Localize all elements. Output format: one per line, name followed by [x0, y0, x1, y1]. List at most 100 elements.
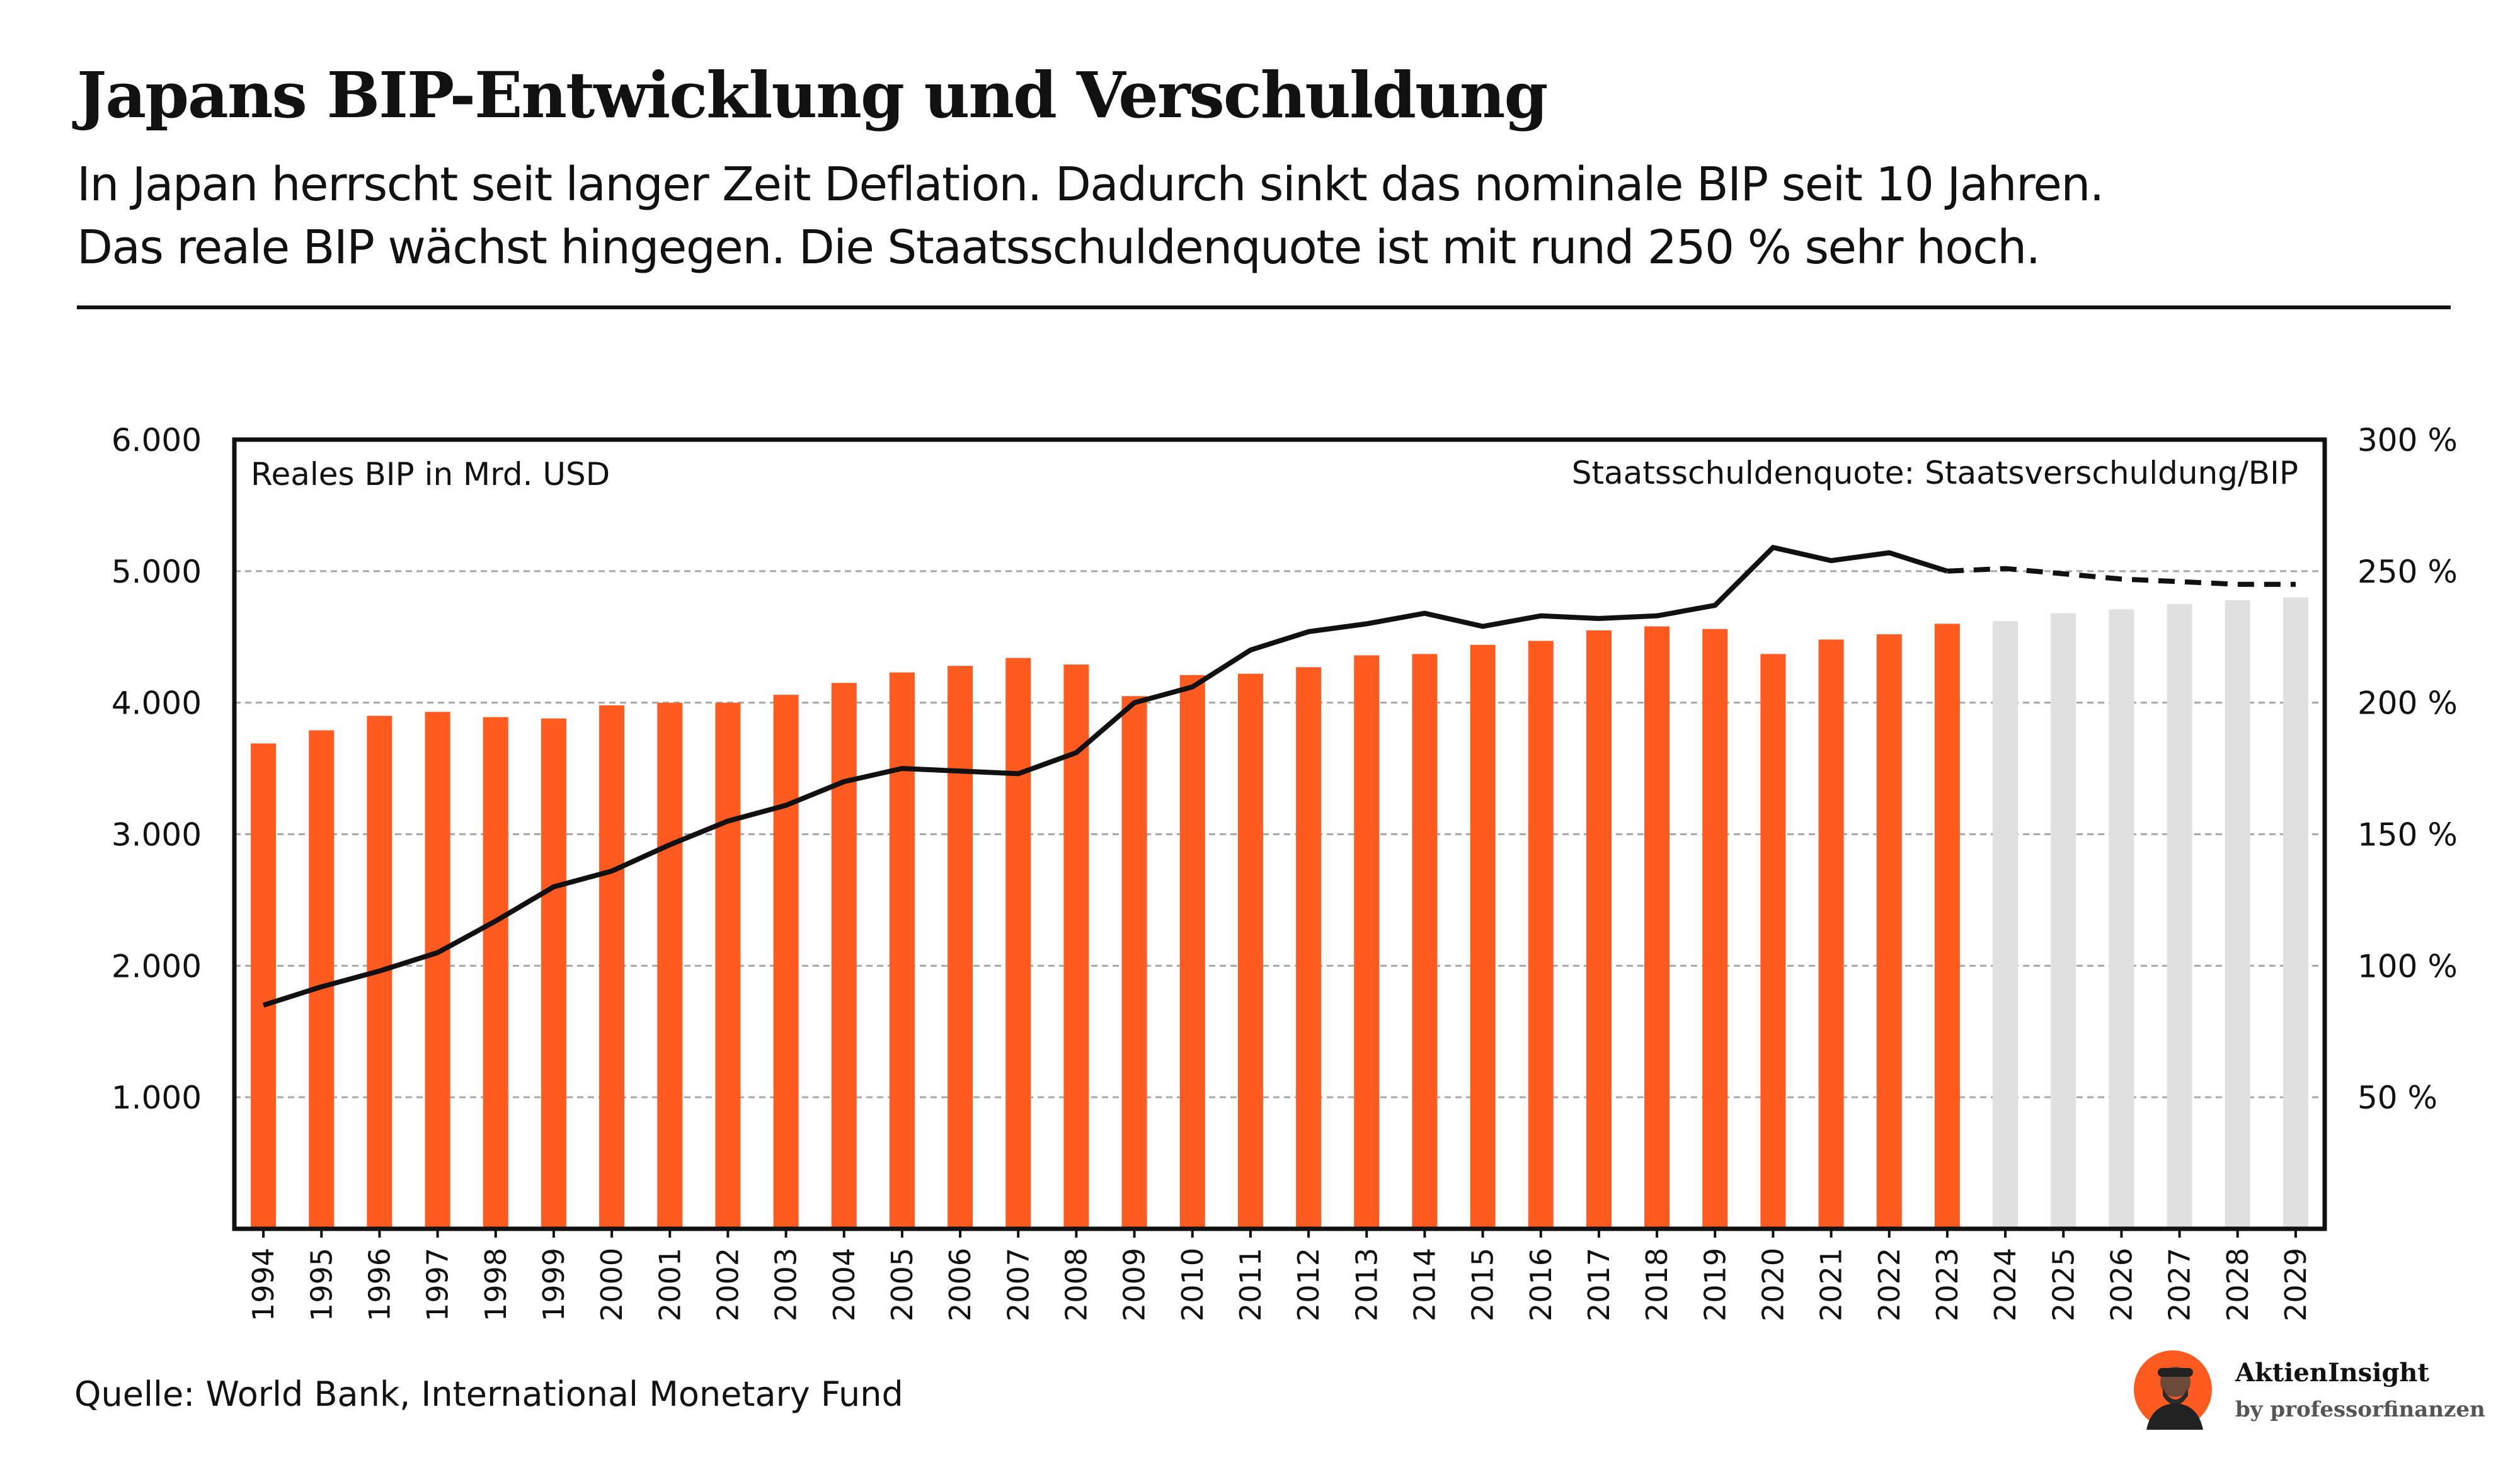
x-tick-label: 2021 [1814, 1248, 1848, 1321]
x-tick-label: 2012 [1292, 1248, 1326, 1321]
bar [1760, 654, 1786, 1229]
x-tick-label: 2004 [827, 1248, 861, 1321]
bar-forecast [2282, 597, 2308, 1229]
x-tick-label: 1996 [362, 1248, 396, 1321]
x-tick-label: 2001 [653, 1248, 687, 1321]
x-tick-label: 2028 [2221, 1248, 2255, 1321]
y-left-tick-label: 5.000 [112, 554, 202, 590]
y-left-tick-label: 2.000 [112, 948, 202, 984]
x-tick-label: 2022 [1872, 1248, 1906, 1321]
x-tick-label: 2007 [1001, 1248, 1035, 1321]
subtitle-line-2: Das reale BIP wächst hingegen. Die Staat… [77, 220, 2041, 275]
bar [1412, 654, 1438, 1229]
avatar-logo [2134, 1350, 2212, 1430]
bar [948, 666, 973, 1229]
x-tick-label: 2018 [1640, 1248, 1674, 1321]
chart-title: Japans BIP-Entwicklung und Verschuldung [77, 58, 1548, 132]
bar [831, 683, 857, 1229]
x-tick-label: 1998 [479, 1248, 513, 1321]
bar [425, 712, 450, 1229]
x-tick-label: 2006 [943, 1248, 977, 1321]
y-axis-right: 50 % 100 % 150 % 200 % 250 % 300 % [2357, 422, 2458, 1116]
debt-ratio-line [262, 545, 1949, 1008]
x-tick-label: 2011 [1234, 1248, 1268, 1321]
y-left-tick-label: 3.000 [112, 817, 202, 853]
bar [309, 730, 335, 1229]
bar [889, 672, 915, 1229]
y-right-tick-label: 150 % [2357, 817, 2458, 853]
y-right-tick-label: 50 % [2357, 1080, 2437, 1116]
bar-forecast [2051, 613, 2076, 1229]
bar [1237, 673, 1263, 1229]
source-note: Quelle: World Bank, International Moneta… [74, 1374, 903, 1414]
x-tick-label: 2008 [1059, 1248, 1093, 1321]
header-divider [77, 305, 2451, 309]
x-tick-label: 2023 [1930, 1248, 1964, 1321]
x-tick-label: 2003 [769, 1248, 803, 1321]
bar [773, 695, 799, 1229]
bar-forecast [2167, 604, 2192, 1229]
bar [1179, 675, 1205, 1229]
x-tick-label: 2000 [595, 1248, 629, 1321]
x-tick-label: 2005 [885, 1248, 919, 1321]
bar [1296, 667, 1322, 1229]
bar [1354, 655, 1380, 1229]
bar [1876, 634, 1902, 1229]
bar [1644, 626, 1670, 1229]
gridlines [234, 570, 2325, 1098]
bar [1063, 664, 1089, 1229]
bar [1586, 630, 1612, 1229]
bar-forecast [2109, 609, 2134, 1229]
left-axis-label: Reales BIP in Mrd. USD [251, 456, 610, 493]
x-tick-label: 2017 [1582, 1248, 1616, 1321]
bar-forecast [1993, 621, 2019, 1229]
y-axis-left: 1.000 2.000 3.000 4.000 5.000 6.000 [112, 422, 202, 1116]
bar-series [251, 597, 2308, 1229]
bar [1934, 624, 1960, 1229]
y-right-tick-label: 100 % [2357, 948, 2458, 984]
plot-frame [232, 437, 2327, 1231]
x-tick-label: 2027 [2163, 1248, 2197, 1321]
bar [715, 702, 741, 1229]
x-tick-label: 1995 [304, 1248, 338, 1321]
bar [1121, 696, 1147, 1229]
x-tick-label: 1997 [421, 1248, 455, 1321]
x-tick-label: 2019 [1698, 1248, 1732, 1321]
x-tick-label: 2014 [1407, 1248, 1441, 1321]
y-left-tick-label: 1.000 [112, 1080, 202, 1116]
right-axis-label: Staatsschuldenquote: Staatsverschuldung/… [1572, 455, 2298, 491]
y-right-tick-label: 250 % [2357, 554, 2458, 590]
bar [251, 743, 277, 1229]
bar [1528, 641, 1554, 1229]
y-right-tick-label: 300 % [2357, 422, 2458, 459]
debt-ratio-line-forecast [1947, 566, 2296, 587]
bar [483, 717, 508, 1229]
x-tick-label: 2010 [1176, 1248, 1210, 1321]
x-tick-label: 2020 [1756, 1248, 1790, 1321]
y-left-tick-label: 6.000 [112, 422, 202, 459]
x-tick-label: 2002 [711, 1248, 745, 1321]
x-tick-label: 2013 [1349, 1248, 1383, 1321]
bar [1470, 644, 1496, 1229]
bar [657, 702, 683, 1229]
x-tick-label: 2029 [2279, 1248, 2313, 1321]
brand-name: AktienInsight [2235, 1358, 2429, 1388]
x-tick-label: 1994 [246, 1248, 280, 1321]
bar [541, 718, 566, 1229]
subtitle-line-1: In Japan herrscht seit langer Zeit Defla… [77, 157, 2104, 212]
brand-subtitle: by professorfinanzen [2235, 1397, 2485, 1422]
y-left-tick-label: 4.000 [112, 685, 202, 722]
y-right-tick-label: 200 % [2357, 685, 2458, 722]
x-tick-label: 2016 [1524, 1248, 1558, 1321]
x-tick-label: 2025 [2046, 1248, 2080, 1321]
x-tick-label: 2026 [2104, 1248, 2138, 1321]
x-tick-label: 2024 [1988, 1248, 2022, 1321]
bar [1818, 639, 1844, 1229]
bar-forecast [2225, 600, 2250, 1229]
x-tick-label: 2009 [1118, 1248, 1152, 1321]
x-tick-label: 1999 [537, 1248, 571, 1321]
bar [599, 705, 625, 1229]
bar [1702, 629, 1728, 1229]
line-series [262, 545, 2296, 1008]
